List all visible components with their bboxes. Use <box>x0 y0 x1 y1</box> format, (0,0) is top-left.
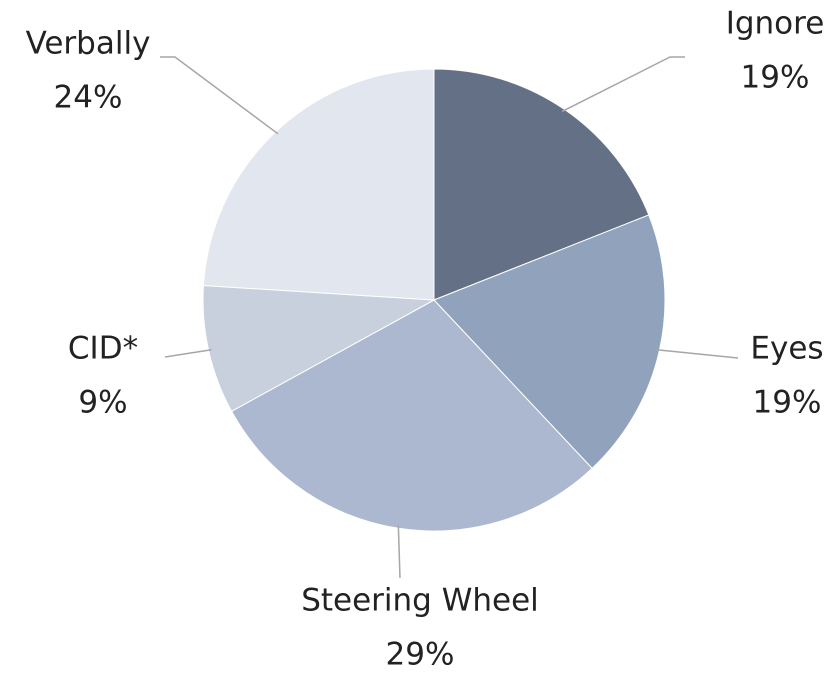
slice-value-label: 9% <box>78 385 127 421</box>
leader-line <box>164 348 212 358</box>
slice-label: Verbally <box>26 26 151 62</box>
leader-line <box>160 56 279 135</box>
slice-label: Eyes <box>750 331 823 367</box>
pie-slice <box>433 68 650 301</box>
slice-value-label: 24% <box>54 80 123 116</box>
slice-label: CID* <box>68 331 138 367</box>
slice-value-label: 19% <box>753 385 822 421</box>
slice-label: Steering Wheel <box>301 583 539 619</box>
slice-label: Ignore <box>726 6 825 42</box>
leader-line <box>397 525 401 579</box>
leader-line <box>656 348 739 359</box>
leader-line <box>561 56 685 113</box>
slice-value-label: 29% <box>386 637 455 673</box>
slice-value-label: 19% <box>741 60 810 96</box>
